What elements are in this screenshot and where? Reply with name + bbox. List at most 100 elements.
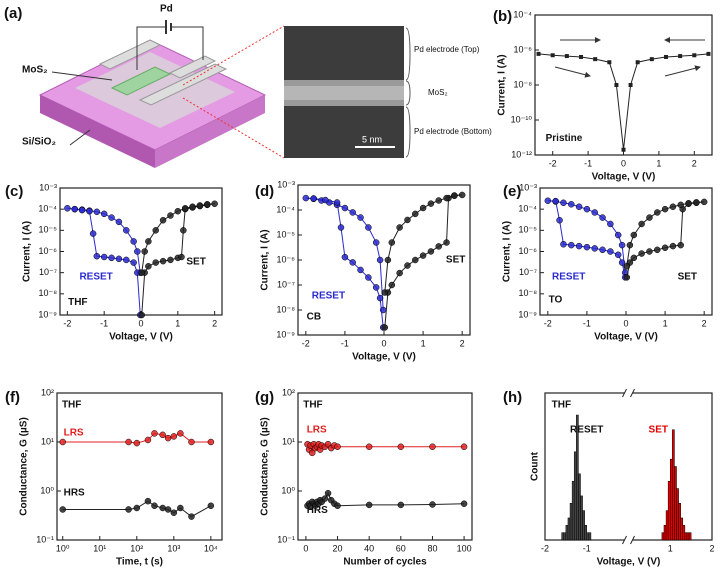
hist-bar — [672, 429, 675, 541]
marker — [388, 239, 396, 246]
channel — [110, 66, 172, 96]
marker — [583, 205, 591, 213]
y-tick-label: 10⁻³ — [39, 182, 57, 192]
marker — [167, 212, 174, 219]
hist-bar — [582, 510, 585, 541]
electrode — [98, 39, 162, 70]
marker — [618, 241, 626, 249]
x-tick-label: 1 — [663, 318, 668, 328]
hist-bar — [567, 517, 571, 541]
panel-letter: (g) — [255, 389, 274, 406]
marker — [427, 200, 435, 207]
brace — [405, 27, 411, 81]
panel-letter: (f) — [5, 389, 20, 406]
marker — [579, 54, 584, 59]
x-tick-label: 100 — [457, 543, 472, 553]
marker — [365, 274, 372, 281]
hist-bar — [561, 532, 565, 541]
marker — [334, 502, 341, 510]
hist-bar — [680, 517, 684, 541]
marker — [692, 53, 697, 58]
marker — [372, 239, 380, 246]
marker — [164, 434, 172, 442]
marker — [349, 259, 356, 266]
marker — [341, 253, 349, 261]
marker — [677, 241, 684, 249]
y-tick-label: 10⁻⁹ — [518, 309, 537, 319]
hist-bar — [573, 451, 577, 541]
x-tick-label: 10³ — [167, 543, 180, 553]
hist-bar — [586, 532, 590, 541]
marker — [614, 231, 622, 239]
marker — [188, 513, 195, 520]
marker — [349, 209, 356, 216]
annotation: SET — [678, 272, 697, 283]
marker — [322, 196, 329, 204]
marker — [638, 250, 645, 257]
marker — [635, 60, 640, 65]
annotation: SET — [446, 255, 465, 266]
marker — [115, 218, 123, 226]
y-tick-label: 10⁻⁸ — [38, 288, 57, 298]
marker — [125, 506, 132, 513]
marker — [134, 248, 141, 255]
marker — [108, 214, 115, 221]
marker — [544, 197, 552, 204]
x-tick-label: -1 — [583, 318, 591, 328]
marker — [614, 251, 622, 259]
marker — [575, 203, 583, 211]
y-tick-label: 10⁻⁴ — [513, 9, 532, 19]
panel-letter: (c) — [5, 183, 23, 200]
marker — [614, 83, 619, 87]
marker — [669, 242, 677, 250]
marker — [123, 256, 130, 264]
electrode — [168, 55, 217, 79]
marker — [138, 311, 145, 319]
leader — [69, 129, 91, 146]
marker — [151, 502, 158, 510]
marker — [59, 438, 66, 446]
hist-bar — [665, 510, 669, 541]
marker — [693, 199, 700, 206]
annotation: LRS — [64, 427, 84, 438]
annotation: THF — [62, 399, 81, 410]
y-tick-label: 10⁻⁸ — [513, 79, 532, 89]
marker — [654, 209, 661, 216]
marker — [381, 324, 389, 331]
marker — [145, 263, 152, 270]
marker — [337, 224, 345, 231]
y-axis-label: Current, I (A) — [497, 54, 508, 115]
marker — [419, 252, 427, 259]
plot-frame — [539, 187, 713, 316]
x-tick-label: 2 — [692, 158, 697, 168]
x-axis-label: Voltage, V (V) — [594, 332, 658, 343]
marker — [593, 57, 598, 62]
marker — [100, 210, 108, 218]
y-tick-label: 10⁻¹ — [36, 534, 54, 544]
marker — [178, 253, 185, 261]
marker — [599, 214, 606, 221]
marker — [204, 201, 211, 208]
hist-bar — [661, 532, 665, 541]
marker — [451, 192, 458, 200]
marker — [159, 431, 166, 439]
marker — [152, 259, 159, 266]
marker — [623, 274, 631, 281]
x-tick-label: 80 — [427, 543, 437, 553]
marker — [618, 259, 626, 266]
annotation: THF — [303, 399, 322, 410]
marker — [159, 257, 167, 265]
x-tick-label: 2 — [212, 318, 217, 328]
marker — [564, 54, 569, 59]
marker — [152, 227, 159, 234]
marker — [59, 506, 66, 513]
y-tick-label: 10⁻⁵ — [519, 225, 538, 235]
y-tick-label: 10² — [41, 387, 54, 397]
x-tick-label: 1 — [668, 543, 673, 553]
marker — [663, 54, 668, 59]
x-tick-label: 10⁴ — [204, 543, 218, 553]
annotation: HRS — [64, 488, 85, 499]
x-tick-label: 0 — [303, 543, 308, 553]
y-tick-label: 10⁻⁴ — [518, 204, 537, 214]
